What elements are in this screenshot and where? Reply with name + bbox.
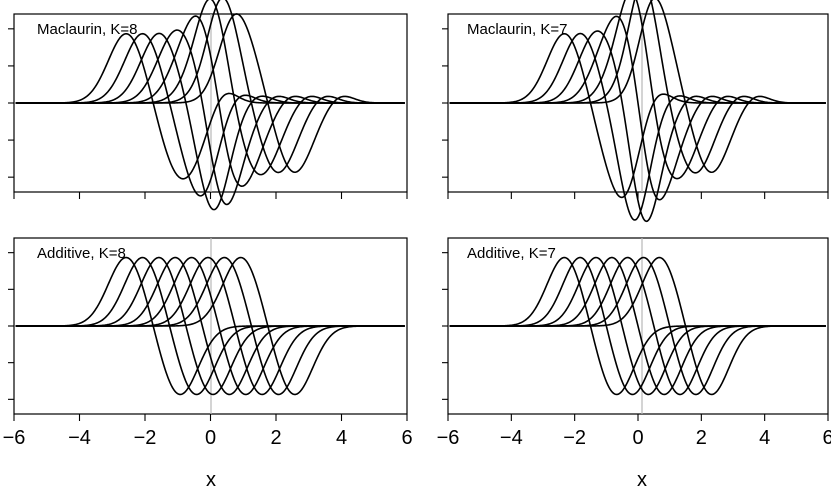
panel-title: Maclaurin, K=7 [467, 21, 567, 38]
panel-maclaurin-k8: Maclaurin, K=8 [8, 0, 408, 211]
panel-title: Additive, K=8 [37, 245, 126, 262]
x-tick-label: −4 [500, 427, 523, 449]
x-tick-label: −2 [134, 427, 157, 449]
panel-maclaurin-k7: Maclaurin, K=7 [442, 0, 829, 223]
x-tick-label: 4 [336, 427, 347, 449]
panel-title: Additive, K=7 [467, 245, 556, 262]
y-axis-ticks [8, 252, 14, 400]
series-line [449, 0, 826, 174]
panel-additive-k7: −6 −4 −2 0 2 4 6 Additive, K=7 x [437, 237, 831, 491]
x-axis-label: x [206, 469, 216, 491]
x-axis-label: x [637, 469, 647, 491]
y-axis-ticks [442, 252, 448, 400]
x-tick-label: −6 [437, 427, 460, 449]
x-tick-label: −6 [3, 427, 26, 449]
series-group [15, 256, 405, 396]
panel-title: Maclaurin, K=8 [37, 21, 137, 38]
x-axis-ticks [13, 414, 408, 421]
y-axis-ticks [442, 28, 448, 178]
x-tick-label: 4 [759, 427, 770, 449]
panel-additive-k8: −6 −4 −2 0 2 4 6 Additive, K=8 x [3, 237, 413, 491]
x-tick-label: 6 [822, 427, 831, 449]
series-group [449, 0, 826, 223]
x-tick-label: 0 [205, 427, 216, 449]
series-line [15, 13, 405, 174]
series-line [15, 32, 405, 197]
x-tick-label: 2 [270, 427, 281, 449]
x-tick-label: −4 [68, 427, 91, 449]
x-tick-labels: −6 −4 −2 0 2 4 6 [437, 427, 831, 449]
series-line [449, 32, 826, 199]
series-group [449, 256, 826, 396]
x-tick-label: −2 [563, 427, 586, 449]
series-line [449, 256, 826, 396]
x-axis-ticks [13, 192, 408, 199]
x-tick-label: 0 [632, 427, 643, 449]
series-line [15, 256, 405, 396]
x-axis-ticks [447, 414, 829, 421]
x-tick-label: 6 [401, 427, 412, 449]
x-tick-label: 2 [696, 427, 707, 449]
series-line [449, 15, 826, 201]
series-group [15, 0, 405, 211]
x-axis-ticks [447, 192, 829, 199]
y-axis-ticks [8, 28, 14, 178]
x-tick-labels: −6 −4 −2 0 2 4 6 [3, 427, 413, 449]
